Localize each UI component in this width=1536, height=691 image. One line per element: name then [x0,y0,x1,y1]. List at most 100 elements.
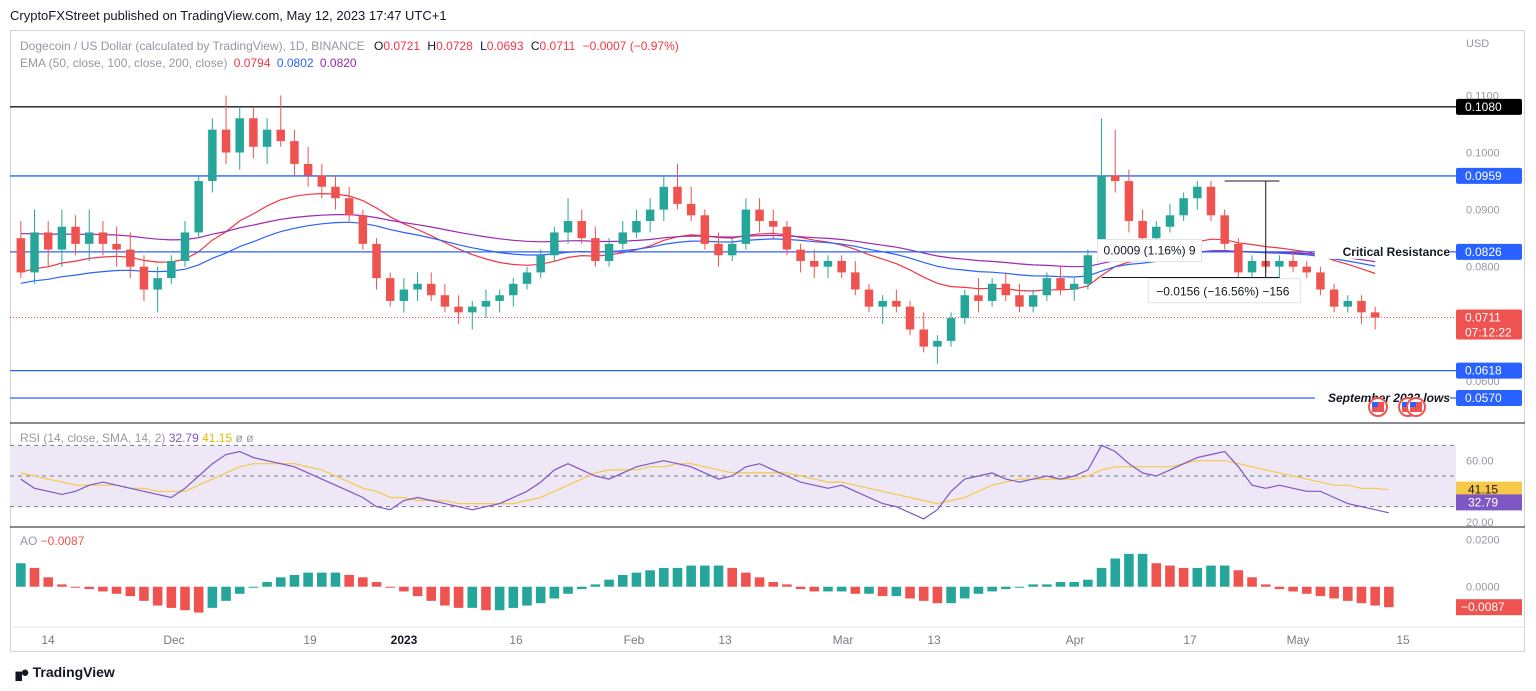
ao-bar [987,586,997,592]
ao-bar [412,586,423,597]
candle-body [1056,278,1065,290]
candle-body [1152,226,1161,239]
candle-body [1165,215,1175,227]
ao-bar [631,572,642,587]
candle-body [1234,243,1243,273]
ao-bar [563,586,573,594]
ao-bar [453,586,464,608]
candle-body [372,243,381,279]
ao-bar [727,567,737,587]
ao-bar [371,582,382,587]
ao-bar [1014,586,1025,588]
level-annotation: Critical Resistance [1343,245,1451,259]
candle-body [768,221,778,227]
ao-bar [1165,565,1175,587]
footer-brand-label: TradingView [32,664,115,680]
candle-body [1288,260,1298,267]
level-price-label: 0.0570 [1465,391,1502,405]
candle-body [878,300,887,307]
ao-bar [713,565,724,587]
ao-bar [193,586,204,613]
candle-body [727,243,737,256]
ao-bar [248,586,259,588]
price-tick-label: 0.0900 [1466,205,1500,217]
candle-body [509,283,518,296]
ao-bar [494,586,505,611]
candle-body [591,238,600,261]
price-pane: 0.11000.10000.09000.08000.06000.10800.09… [10,90,1522,417]
candle-body [645,209,655,222]
candle-body [741,209,751,244]
candle-body [1110,175,1120,182]
time-tick-label: May [1287,633,1310,647]
ao-bar [426,586,437,601]
ao-bar [905,586,915,599]
time-tick-label: Apr [1066,633,1085,647]
measure-label-upper: 0.0009 (1.16%) 9 [1104,244,1196,258]
time-tick-label: Feb [624,633,645,647]
candle-body [331,186,340,199]
ao-bar [549,586,560,599]
candle-body [536,255,545,273]
rsi-value: 32.79 [1468,495,1498,509]
ao-bar [358,577,368,587]
ao-bar [57,584,67,587]
time-tick-label: Dec [163,633,184,647]
ao-bar [891,586,902,597]
ao-bar [946,586,956,604]
ao-bar [1028,584,1038,587]
ao-bar [1247,577,1257,587]
time-tick-label: 16 [509,633,523,647]
ao-bar [1343,586,1353,601]
candle-body [1275,260,1284,267]
ao-bar [289,574,300,587]
ao-bar [98,586,108,592]
ao-bar [535,586,546,604]
ao-bar [1260,584,1271,587]
ao-bar [1055,582,1066,587]
candle-body [71,226,80,244]
ao-bar [1370,586,1380,606]
ao-bar [1329,586,1339,599]
candle-body [16,238,26,273]
level-price-box [1456,309,1522,340]
ao-bar [590,584,601,587]
level-price-label: 0.1080 [1465,100,1502,114]
candle-body [413,283,422,290]
rsi-legend-extra: ø ø [235,431,254,445]
level-annotation: September 2022 lows [1328,391,1450,405]
ao-bar [508,586,519,608]
level-price-label: 0.0618 [1465,364,1502,378]
ao-bar [1110,558,1121,587]
tradingview-logo-icon: ▗● [10,664,30,681]
ao-bar [481,586,491,611]
candle-body [755,209,764,222]
ao-tick-label: 0.0200 [1466,535,1500,547]
time-tick-label: 14 [41,633,55,647]
candle-body [686,203,696,216]
candle-body [1124,181,1134,222]
ao-bar [152,586,163,606]
ao-bar [1315,586,1326,597]
candle-body [468,306,477,313]
candle-body [1343,300,1353,307]
level-price-label: 0.0959 [1465,169,1502,183]
candle-body [782,226,792,250]
ao-bar [1206,565,1216,587]
ao-bar [864,586,874,594]
candle-body [276,129,286,142]
price-tick-label: 0.0800 [1466,262,1500,274]
candle-body [1302,266,1312,273]
ao-bar [440,586,450,606]
candle-body [1193,186,1202,199]
candle-body [933,340,942,347]
measure-box-lower [1147,278,1301,304]
legend-ema: EMA (50, close, 100, close, 200, close) … [20,56,357,70]
footer-brand[interactable]: ▗● TradingView [10,663,115,681]
candle-body [960,295,970,319]
candle-body [632,221,641,233]
ao-bar [125,586,136,597]
ao-bar [1137,553,1148,587]
